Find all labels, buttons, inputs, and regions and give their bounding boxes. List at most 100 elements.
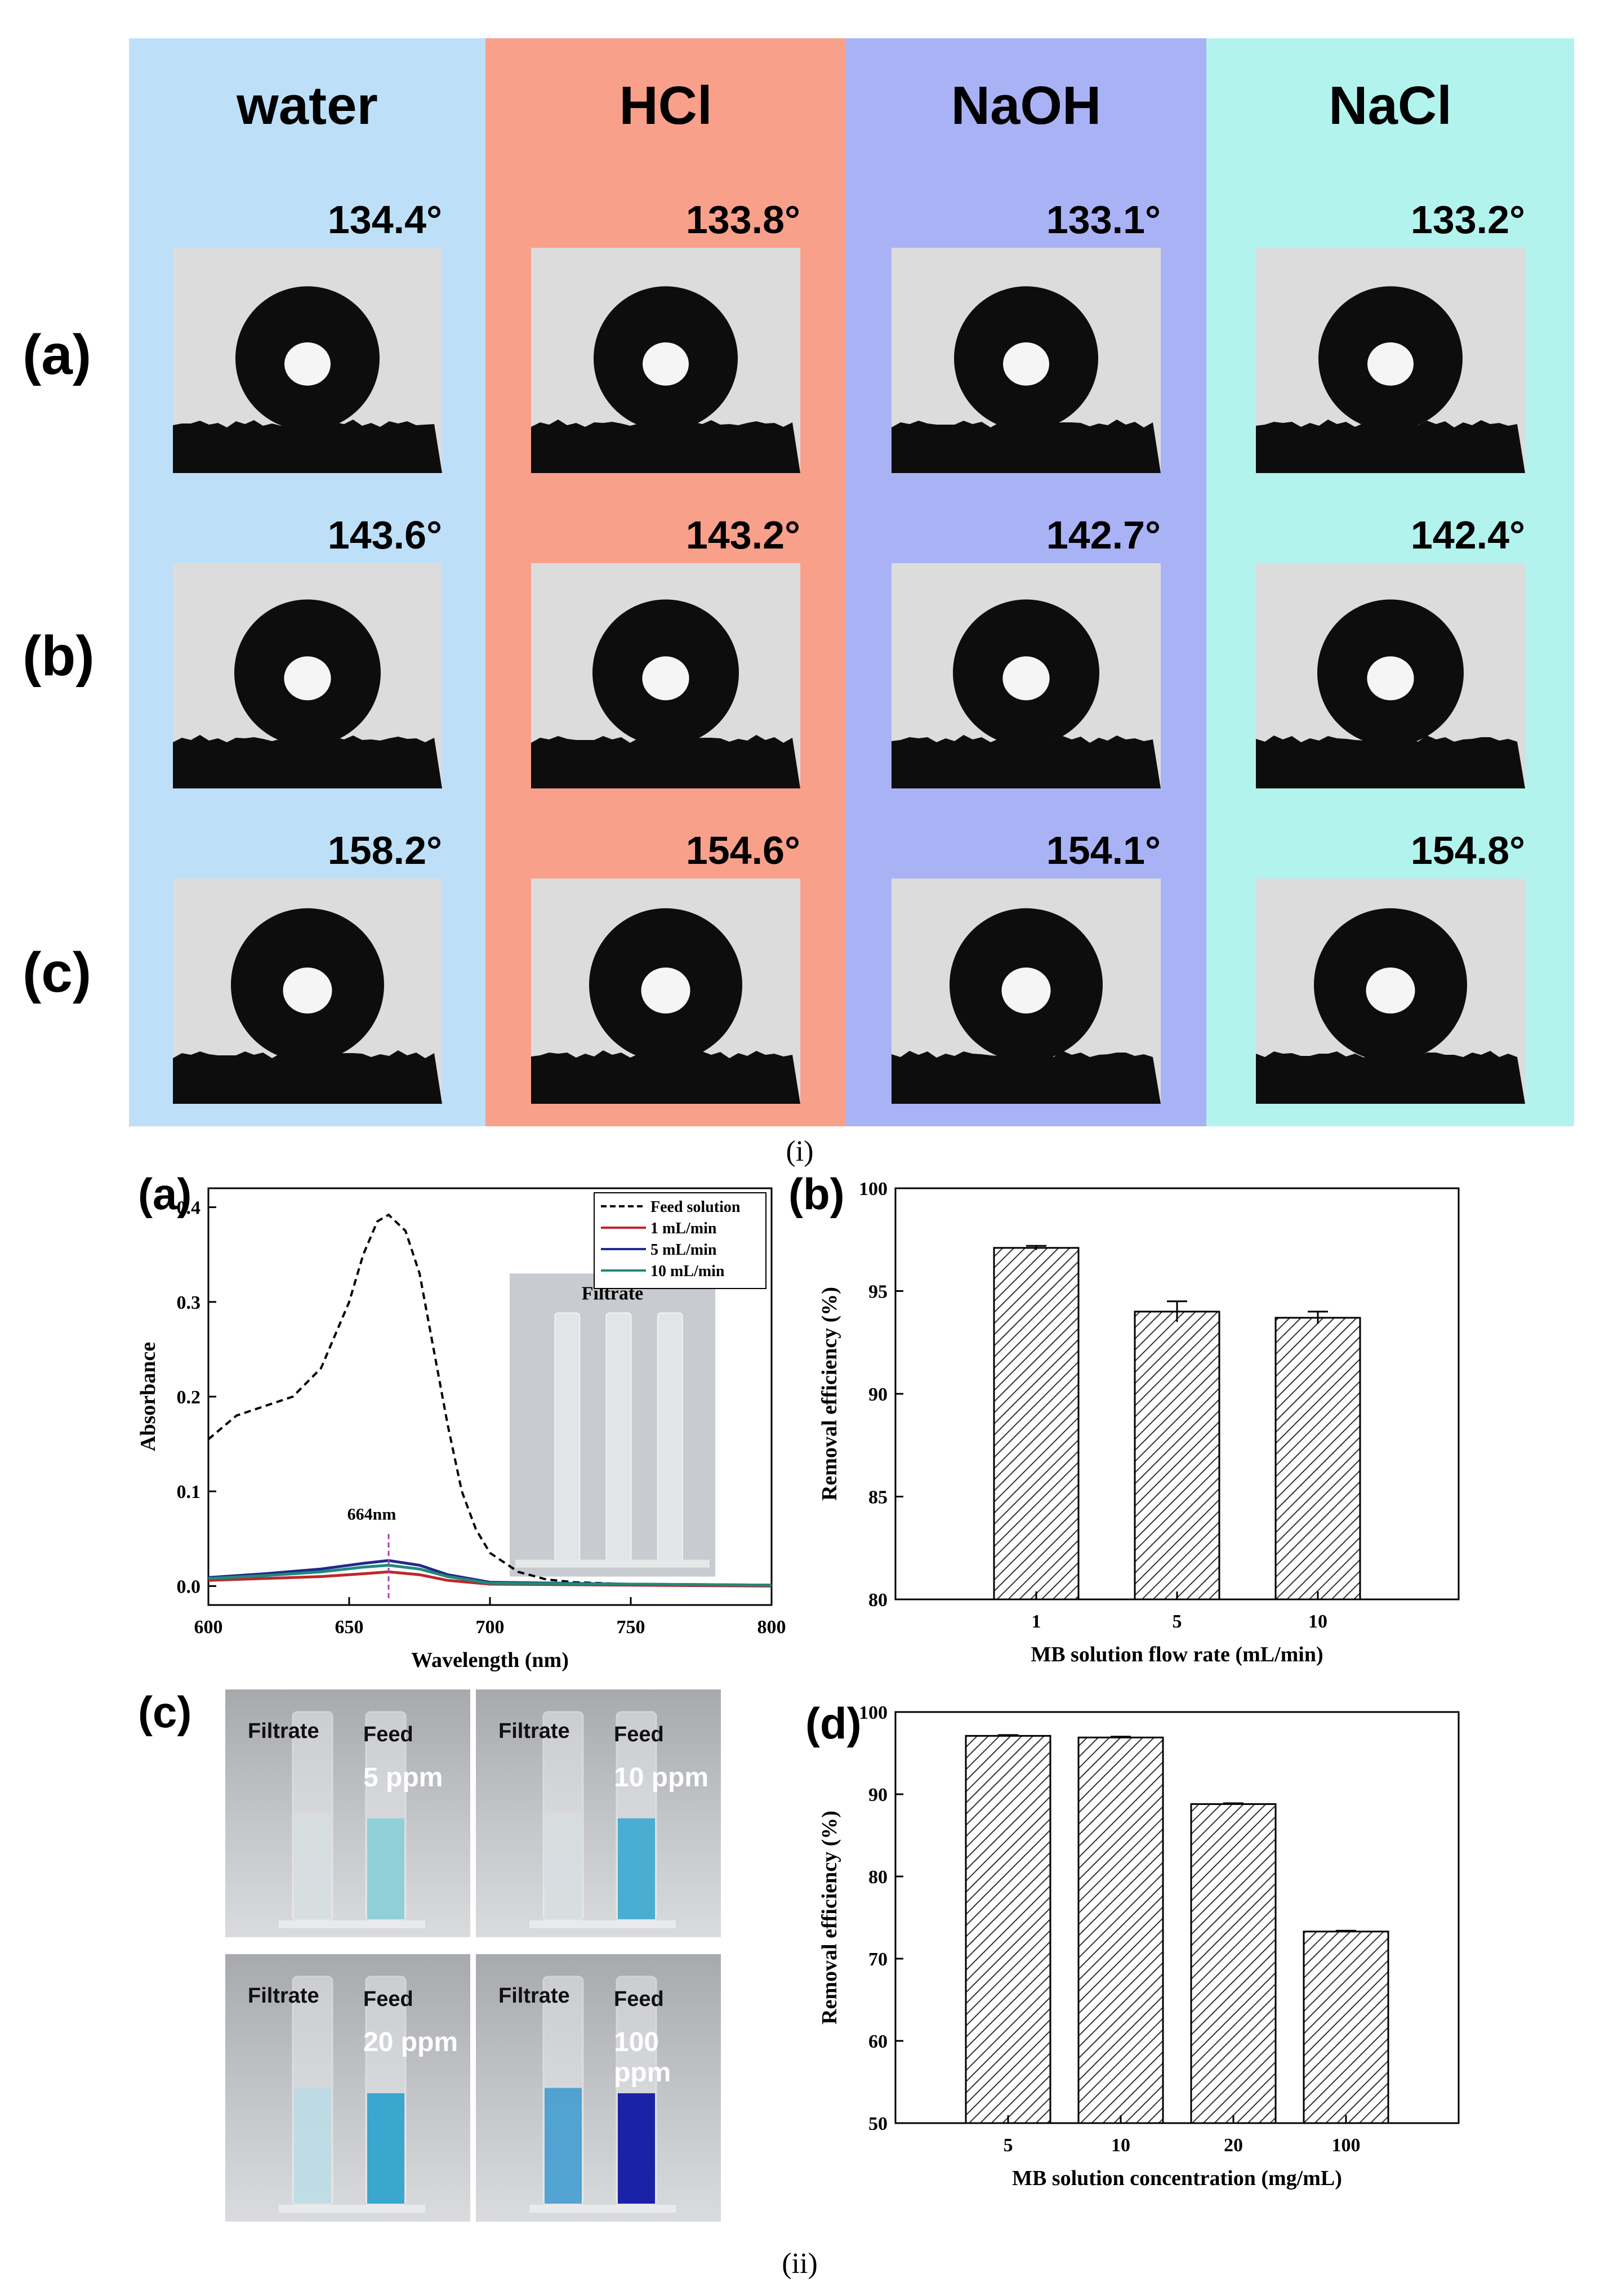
column-title: HCl: [619, 75, 712, 136]
peak-annotation: 664nm: [347, 1505, 396, 1524]
x-tick-label: 650: [335, 1617, 364, 1638]
y-tick-label: 0.3: [177, 1292, 201, 1313]
droplet-image: [173, 563, 442, 788]
column-title: NaOH: [951, 75, 1102, 136]
inset-vial: [657, 1312, 683, 1563]
concentration-removal-chart: 50 60 70 80 90 100 5 10 20 100 MB solution concent…: [818, 1702, 1460, 2190]
x-axis-label: Wavelength (nm): [411, 1648, 569, 1672]
vial-photo: Filtrate Feed 5 ppm: [225, 1689, 470, 1937]
concentration-label: 5 ppm: [363, 1763, 443, 1793]
contact-angle-value: 134.4°: [327, 198, 442, 242]
plot-frame: [894, 1711, 1460, 2124]
vial-photo: Filtrate Feed 10 ppm: [476, 1689, 721, 1937]
legend-entry: Feed solution: [650, 1198, 741, 1216]
concentration-label: 20 ppm: [363, 2027, 458, 2057]
bar: [1134, 1310, 1220, 1600]
row-label-c: (c): [23, 941, 92, 1004]
concentration-label: 100 ppm: [614, 2027, 671, 2088]
uv-vis-absorbance-chart: 600 650 700 750 800 0.0 0.1 0.2 0.3 0.4 Wavelength…: [136, 1187, 786, 1672]
y-axis-label: Removal efficiency (%): [818, 1287, 841, 1501]
droplet-image: [173, 248, 442, 473]
concentration-label: 10 ppm: [614, 1763, 709, 1793]
y-tick-label: 95: [868, 1282, 888, 1303]
legend-box: [594, 1192, 766, 1289]
filtrate-inset-photo: Filtrate: [510, 1273, 715, 1577]
flow-rate-removal-chart: 80 85 90 95 100 1 5 10 MB solution flow rate (mL…: [818, 1179, 1460, 1666]
legend-entry: 10 mL/min: [650, 1263, 725, 1280]
series-line: [207, 1213, 772, 1588]
y-tick-label: 90: [868, 1785, 888, 1805]
x-tick-label: 5: [1004, 2135, 1013, 2156]
y-axis-label: Absorbance: [136, 1342, 160, 1451]
filtrate-label: Filtrate: [248, 1984, 319, 2008]
contact-angle-value: 143.6°: [327, 513, 442, 557]
legend-entry: 5 mL/min: [650, 1241, 717, 1259]
x-tick-label: 800: [757, 1617, 786, 1638]
droplet-image: [531, 248, 800, 473]
y-tick-label: 0.2: [177, 1387, 201, 1408]
droplet-image: [1256, 879, 1525, 1104]
feed-label: Feed: [614, 1987, 664, 2011]
bar: [1190, 1803, 1277, 2124]
x-tick-label: 100: [1332, 2135, 1361, 2156]
x-tick-label: 600: [194, 1617, 223, 1638]
y-axis-label: Removal efficiency (%): [818, 1811, 841, 2025]
vial-photo: Filtrate Feed 20 ppm: [225, 1954, 470, 2222]
bar: [1303, 1931, 1389, 2124]
y-tick-label: 0.0: [177, 1576, 201, 1597]
x-tick-label: 5: [1173, 1611, 1182, 1632]
bar: [1077, 1736, 1164, 2124]
contact-angle-value: 142.7°: [1046, 513, 1161, 557]
x-tick-label: 1: [1032, 1611, 1041, 1632]
inset-base: [515, 1559, 710, 1568]
vial-photo: Filtrate Feed 100 ppm: [476, 1954, 721, 2222]
contact-angle-value: 143.2°: [685, 513, 800, 557]
x-axis-label: MB solution concentration (mg/mL): [1012, 2166, 1342, 2190]
row-label-a: (a): [23, 323, 92, 386]
x-axis-label: MB solution flow rate (mL/min): [1031, 1643, 1323, 1666]
y-tick-label: 100: [859, 1702, 888, 1723]
contact-angle-value: 154.6°: [685, 828, 800, 872]
bar: [993, 1247, 1080, 1600]
figure-caption-i: (i): [786, 1135, 814, 1167]
panel-letter-a: (a): [138, 1169, 192, 1219]
y-tick-label: 80: [868, 1590, 888, 1611]
contact-angle-value: 133.2°: [1410, 198, 1525, 242]
bar: [1274, 1317, 1361, 1600]
x-tick-label: 20: [1224, 2135, 1243, 2156]
panel-letter-c: (c): [138, 1687, 192, 1737]
panel-letter-b: (b): [788, 1169, 845, 1219]
figure-caption-ii: (ii): [782, 2248, 818, 2280]
row-label-b: (b): [23, 625, 95, 688]
feed-label: Feed: [363, 1987, 413, 2011]
x-tick-label: 10: [1308, 1611, 1327, 1632]
droplet-image: [1256, 563, 1525, 788]
x-tick-label: 700: [476, 1617, 505, 1638]
bar: [965, 1735, 1051, 2124]
droplet-image: [892, 563, 1161, 788]
contact-angle-value: 154.1°: [1046, 828, 1161, 872]
contact-angle-value: 158.2°: [327, 828, 442, 872]
droplet-image: [173, 879, 442, 1104]
column-title: NaCl: [1329, 75, 1452, 136]
x-tick-label: 10: [1111, 2135, 1130, 2156]
feed-label: Feed: [614, 1723, 664, 1746]
y-tick-label: 70: [868, 1949, 888, 1970]
y-tick-label: 90: [868, 1384, 888, 1405]
series-line: [208, 1563, 772, 1587]
droplet-image: [892, 879, 1161, 1104]
droplet-image: [1256, 248, 1525, 473]
droplet-image: [531, 879, 800, 1104]
y-tick-label: 0.1: [177, 1482, 201, 1503]
filtrate-label: Filtrate: [498, 1984, 570, 2008]
y-tick-label: 85: [868, 1487, 888, 1508]
droplet-image: [531, 563, 800, 788]
filtrate-label: Filtrate: [498, 1719, 570, 1743]
legend-entry: 1 mL/min: [650, 1220, 717, 1237]
filtrate-label: Filtrate: [248, 1719, 319, 1743]
y-tick-label: 100: [859, 1179, 888, 1200]
y-tick-label: 0.4: [177, 1198, 201, 1219]
inset-vial: [554, 1312, 581, 1563]
contact-angle-value: 133.1°: [1046, 198, 1161, 242]
contact-angle-value: 133.8°: [685, 198, 800, 242]
